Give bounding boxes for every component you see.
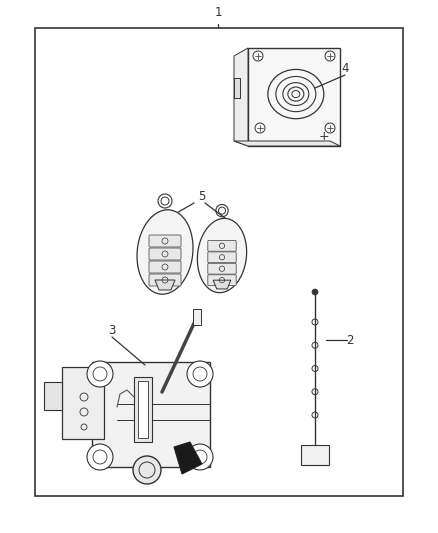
- Circle shape: [87, 361, 113, 387]
- Circle shape: [312, 289, 318, 295]
- Polygon shape: [213, 280, 231, 289]
- FancyBboxPatch shape: [208, 274, 236, 286]
- FancyBboxPatch shape: [149, 274, 181, 286]
- Bar: [44, 382, 62, 410]
- Circle shape: [133, 456, 161, 484]
- Text: +: +: [319, 130, 329, 142]
- Polygon shape: [155, 280, 175, 290]
- Text: 2: 2: [346, 334, 354, 346]
- FancyBboxPatch shape: [149, 261, 181, 273]
- Polygon shape: [234, 141, 340, 146]
- Polygon shape: [137, 210, 193, 294]
- Text: 4: 4: [341, 61, 349, 75]
- Circle shape: [187, 444, 213, 470]
- FancyBboxPatch shape: [149, 235, 181, 247]
- FancyBboxPatch shape: [149, 248, 181, 260]
- Text: 5: 5: [198, 190, 206, 203]
- Bar: [134, 377, 152, 442]
- Circle shape: [87, 444, 113, 470]
- Polygon shape: [198, 219, 247, 293]
- Bar: [193, 309, 201, 325]
- Text: 1: 1: [214, 5, 222, 19]
- Bar: [301, 445, 329, 465]
- Polygon shape: [174, 442, 202, 474]
- Bar: [92, 362, 210, 467]
- Polygon shape: [234, 48, 248, 146]
- FancyBboxPatch shape: [208, 263, 236, 274]
- Bar: [62, 367, 104, 439]
- Text: 3: 3: [108, 324, 116, 336]
- FancyBboxPatch shape: [208, 240, 236, 251]
- Bar: [35, 28, 403, 496]
- Bar: [248, 48, 340, 146]
- Bar: [234, 78, 240, 98]
- Circle shape: [187, 361, 213, 387]
- FancyBboxPatch shape: [208, 252, 236, 263]
- Bar: [138, 381, 148, 438]
